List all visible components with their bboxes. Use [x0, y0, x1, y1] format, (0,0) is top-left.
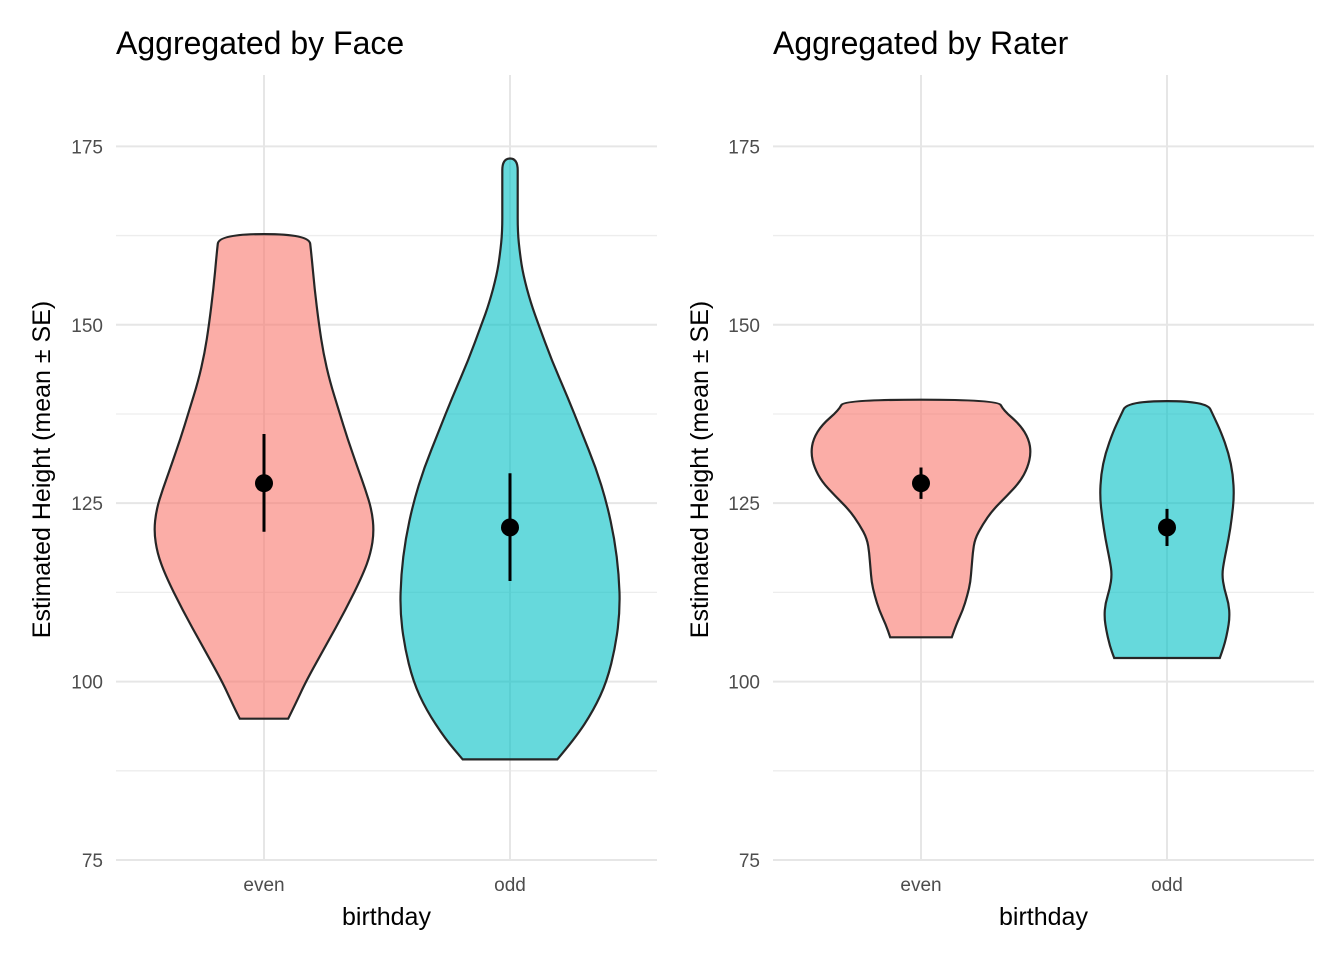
x-tick-label: odd [1151, 875, 1183, 896]
y-tick-label: 75 [739, 851, 760, 872]
x-tick-label: even [900, 875, 941, 896]
x-axis-label: birthday [999, 903, 1088, 931]
x-tick-label: odd [494, 875, 526, 896]
y-tick-label: 125 [71, 494, 103, 515]
panel-title: Aggregated by Rater [773, 25, 1069, 61]
mean-point-even [912, 474, 930, 493]
mean-point-even [255, 474, 273, 493]
y-axis-label: Estimated Height (mean ± SE) [686, 301, 714, 638]
mean-point-odd [1158, 518, 1176, 537]
y-axis-label: Estimated Height (mean ± SE) [28, 301, 56, 638]
y-tick-label: 125 [728, 494, 760, 515]
y-tick-label: 150 [728, 316, 760, 337]
violin-odd [399, 157, 621, 761]
y-tick-label: 100 [71, 673, 103, 694]
x-axis-label: birthday [342, 903, 431, 931]
violin-even [810, 398, 1032, 639]
panel-2: 75 100 125 150 175 even odd Aggregated by Rater… [686, 25, 1314, 931]
y-tick-label: 175 [728, 137, 760, 158]
y-tick-label: 100 [728, 673, 760, 694]
panel-1: 75 100 125 150 175 even odd Aggregated by Face b… [28, 25, 657, 931]
panel-title: Aggregated by Face [116, 25, 404, 61]
mean-point-odd [501, 518, 519, 537]
x-tick-label: even [243, 875, 284, 896]
y-tick-label: 150 [71, 316, 103, 337]
y-tick-label: 175 [71, 137, 103, 158]
y-tick-label: 75 [82, 851, 103, 872]
